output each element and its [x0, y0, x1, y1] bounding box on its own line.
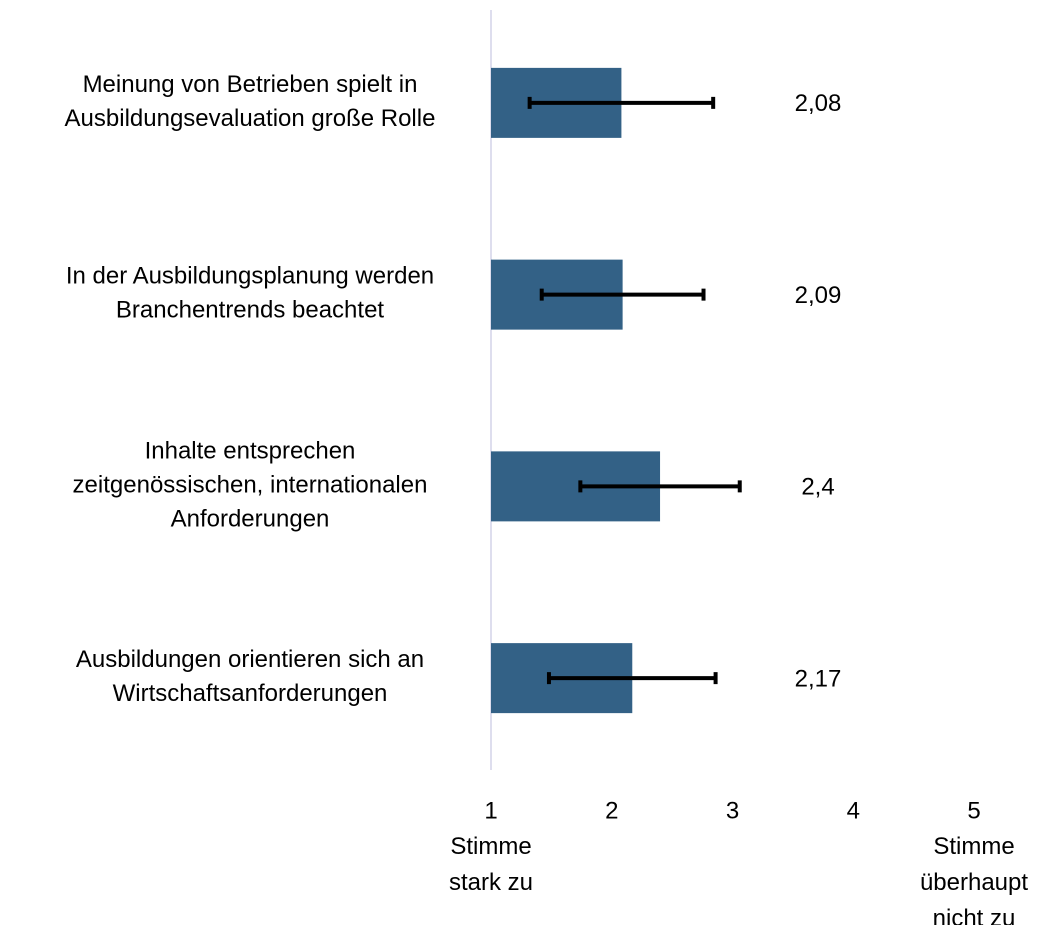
x-annotation: Stimme überhaupt nicht zu: [920, 833, 1028, 925]
error-bar: [539, 288, 706, 301]
category-label: Inhalte entsprechen zeitgenössischen, int…: [73, 438, 428, 533]
value-label: 2,09: [795, 282, 842, 309]
x-tick-label: 5: [967, 797, 980, 824]
value-label: 2,17: [795, 665, 842, 692]
error-bar: [578, 480, 742, 493]
error-bar: [527, 96, 716, 109]
error-bar: [546, 672, 718, 685]
x-tick-label: 3: [726, 797, 739, 824]
x-tick-label: 4: [847, 797, 860, 824]
category-label: In der Ausbildungsplanung werden Branchen…: [66, 263, 434, 324]
value-label: 2,4: [801, 474, 834, 501]
value-label: 2,08: [795, 90, 842, 117]
category-label: Meinung von Betrieben spielt in Ausbildun…: [65, 71, 436, 132]
x-tick-label: 2: [605, 797, 618, 824]
x-tick-label: 1: [484, 797, 497, 824]
x-annotation: Stimme stark zu: [449, 833, 533, 896]
category-label: Ausbildungen orientieren sich an Wirtscha…: [76, 646, 424, 707]
